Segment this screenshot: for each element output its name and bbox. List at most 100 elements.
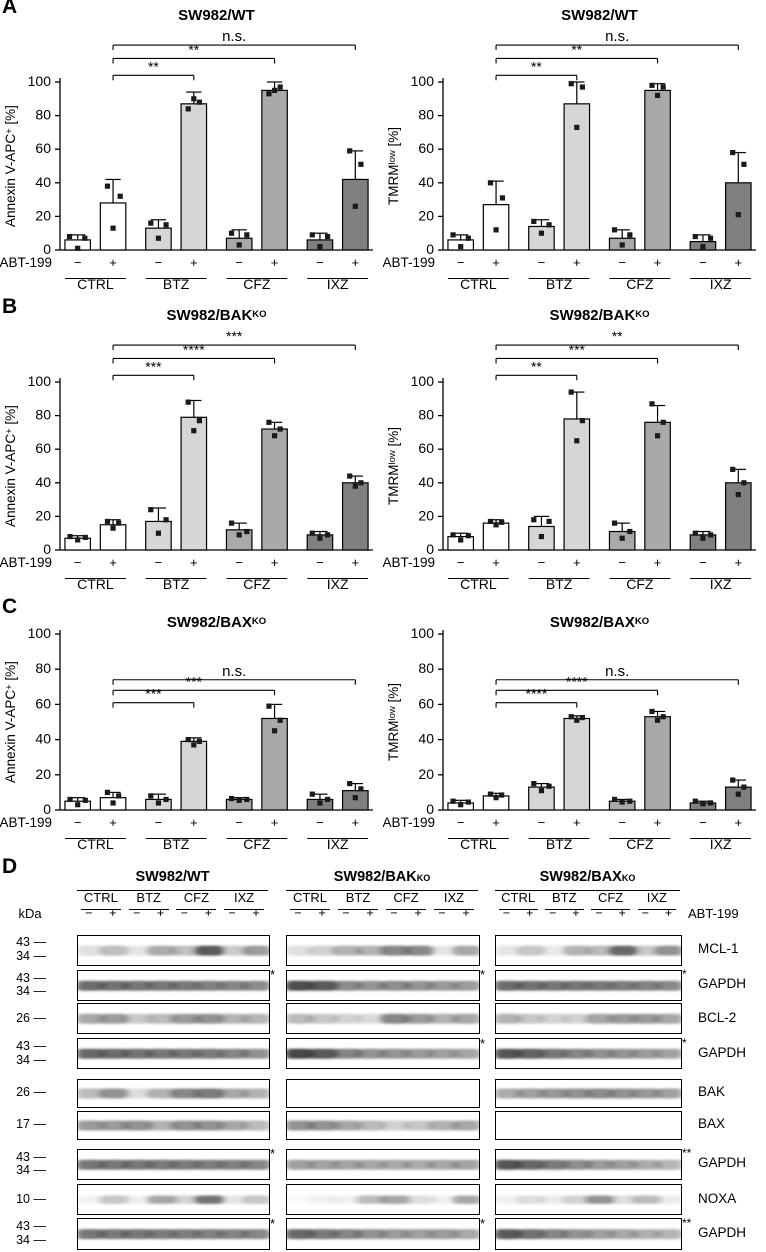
svg-text:****: ****: [566, 673, 588, 689]
svg-text:−: −: [235, 555, 243, 570]
svg-text:***: ***: [186, 673, 203, 689]
svg-text:+: +: [654, 815, 662, 830]
svg-text:SW982/BAXKO: SW982/BAXKO: [550, 614, 649, 631]
svg-text:+: +: [352, 255, 360, 270]
svg-text:+: +: [735, 555, 743, 570]
svg-text:100: 100: [28, 625, 52, 641]
svg-text:CFZ: CFZ: [626, 576, 654, 592]
svg-text:**: **: [188, 41, 199, 57]
svg-text:+: +: [352, 555, 360, 570]
svg-text:**: **: [571, 41, 582, 57]
svg-text:BTZ: BTZ: [546, 836, 573, 852]
svg-text:−: −: [538, 255, 546, 270]
svg-text:CFZ: CFZ: [243, 576, 271, 592]
svg-text:+: +: [271, 255, 279, 270]
svg-text:40: 40: [418, 174, 434, 190]
svg-text:−: −: [538, 555, 546, 570]
svg-text:IXZ: IXZ: [710, 836, 732, 852]
svg-text:60: 60: [418, 695, 434, 711]
svg-text:−: −: [74, 255, 82, 270]
svg-text:SW982/BAXKO: SW982/BAXKO: [167, 614, 266, 631]
svg-text:CFZ: CFZ: [626, 836, 654, 852]
svg-text:SW982/BAKKO: SW982/BAKKO: [166, 307, 266, 324]
svg-text:BTZ: BTZ: [546, 276, 573, 292]
svg-text:**: **: [612, 328, 623, 344]
svg-text:40: 40: [35, 474, 51, 490]
svg-text:+: +: [654, 255, 662, 270]
svg-text:+: +: [573, 815, 581, 830]
svg-text:CTRL: CTRL: [460, 836, 497, 852]
svg-text:CFZ: CFZ: [626, 276, 654, 292]
svg-text:−: −: [235, 255, 243, 270]
svg-text:+: +: [735, 255, 743, 270]
svg-text:−: −: [699, 555, 707, 570]
svg-text:20: 20: [35, 207, 51, 223]
svg-text:ABT-199: ABT-199: [383, 255, 435, 270]
svg-text:100: 100: [411, 373, 435, 389]
svg-text:n.s.: n.s.: [605, 28, 629, 45]
svg-text:40: 40: [418, 731, 434, 747]
svg-text:BTZ: BTZ: [163, 276, 190, 292]
svg-text:BTZ: BTZ: [163, 836, 190, 852]
svg-text:−: −: [155, 815, 163, 830]
svg-text:+: +: [492, 555, 500, 570]
svg-text:60: 60: [418, 140, 434, 156]
svg-text:IXZ: IXZ: [327, 576, 349, 592]
svg-text:60: 60: [35, 440, 51, 456]
svg-text:IXZ: IXZ: [710, 276, 732, 292]
svg-text:80: 80: [35, 660, 51, 676]
svg-text:−: −: [316, 555, 324, 570]
svg-text:+: +: [109, 555, 117, 570]
svg-text:−: −: [618, 815, 626, 830]
svg-text:+: +: [271, 815, 279, 830]
svg-text:**: **: [531, 58, 542, 74]
svg-text:+: +: [271, 555, 279, 570]
svg-text:***: ***: [226, 328, 243, 344]
svg-text:80: 80: [35, 407, 51, 423]
svg-text:−: −: [457, 815, 465, 830]
svg-text:TMRMlow [%]: TMRMlow [%]: [386, 683, 401, 761]
svg-text:80: 80: [418, 660, 434, 676]
svg-text:n.s.: n.s.: [222, 663, 246, 680]
svg-text:60: 60: [418, 440, 434, 456]
svg-text:+: +: [352, 815, 360, 830]
svg-text:Annexin V-APC+ [%]: Annexin V-APC+ [%]: [3, 105, 18, 227]
svg-text:60: 60: [35, 140, 51, 156]
svg-text:Annexin V-APC+ [%]: Annexin V-APC+ [%]: [3, 405, 18, 527]
svg-text:ABT-199: ABT-199: [383, 815, 435, 830]
svg-text:CTRL: CTRL: [460, 276, 497, 292]
svg-text:40: 40: [35, 174, 51, 190]
svg-text:BTZ: BTZ: [546, 576, 573, 592]
svg-text:+: +: [573, 555, 581, 570]
svg-text:−: −: [155, 255, 163, 270]
svg-text:100: 100: [411, 625, 435, 641]
svg-text:−: −: [316, 815, 324, 830]
svg-text:IXZ: IXZ: [327, 276, 349, 292]
svg-text:+: +: [109, 255, 117, 270]
svg-text:+: +: [573, 255, 581, 270]
svg-text:***: ***: [145, 686, 162, 702]
svg-text:TMRMlow [%]: TMRMlow [%]: [386, 127, 401, 205]
svg-text:−: −: [618, 255, 626, 270]
svg-text:ABT-199: ABT-199: [0, 255, 52, 270]
svg-text:−: −: [457, 555, 465, 570]
svg-text:**: **: [531, 358, 542, 374]
svg-text:+: +: [654, 555, 662, 570]
svg-text:100: 100: [411, 73, 435, 89]
svg-text:+: +: [735, 815, 743, 830]
svg-text:80: 80: [418, 107, 434, 123]
svg-text:100: 100: [28, 373, 52, 389]
svg-text:20: 20: [418, 766, 434, 782]
svg-text:−: −: [74, 815, 82, 830]
svg-text:CTRL: CTRL: [77, 276, 114, 292]
svg-text:−: −: [457, 255, 465, 270]
svg-text:+: +: [492, 815, 500, 830]
svg-text:−: −: [316, 255, 324, 270]
svg-text:40: 40: [35, 731, 51, 747]
svg-text:CTRL: CTRL: [460, 576, 497, 592]
svg-text:−: −: [699, 815, 707, 830]
svg-text:20: 20: [35, 507, 51, 523]
svg-text:SW982/BAKKO: SW982/BAKKO: [549, 307, 649, 324]
svg-text:****: ****: [526, 686, 548, 702]
svg-text:CTRL: CTRL: [77, 836, 114, 852]
